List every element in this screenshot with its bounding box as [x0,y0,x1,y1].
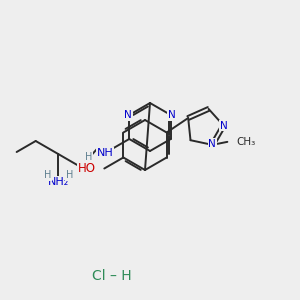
Text: H: H [44,170,51,180]
Text: N: N [168,110,176,120]
Text: N: N [220,121,227,130]
Text: HO: HO [78,162,96,175]
Text: N: N [208,139,216,149]
Text: NH₂: NH₂ [48,177,69,187]
Text: N: N [124,110,132,120]
Text: H: H [65,170,73,180]
Text: Cl – H: Cl – H [92,269,132,283]
Text: H: H [85,152,93,162]
Text: NH: NH [97,148,113,158]
Text: CH₃: CH₃ [236,137,256,147]
